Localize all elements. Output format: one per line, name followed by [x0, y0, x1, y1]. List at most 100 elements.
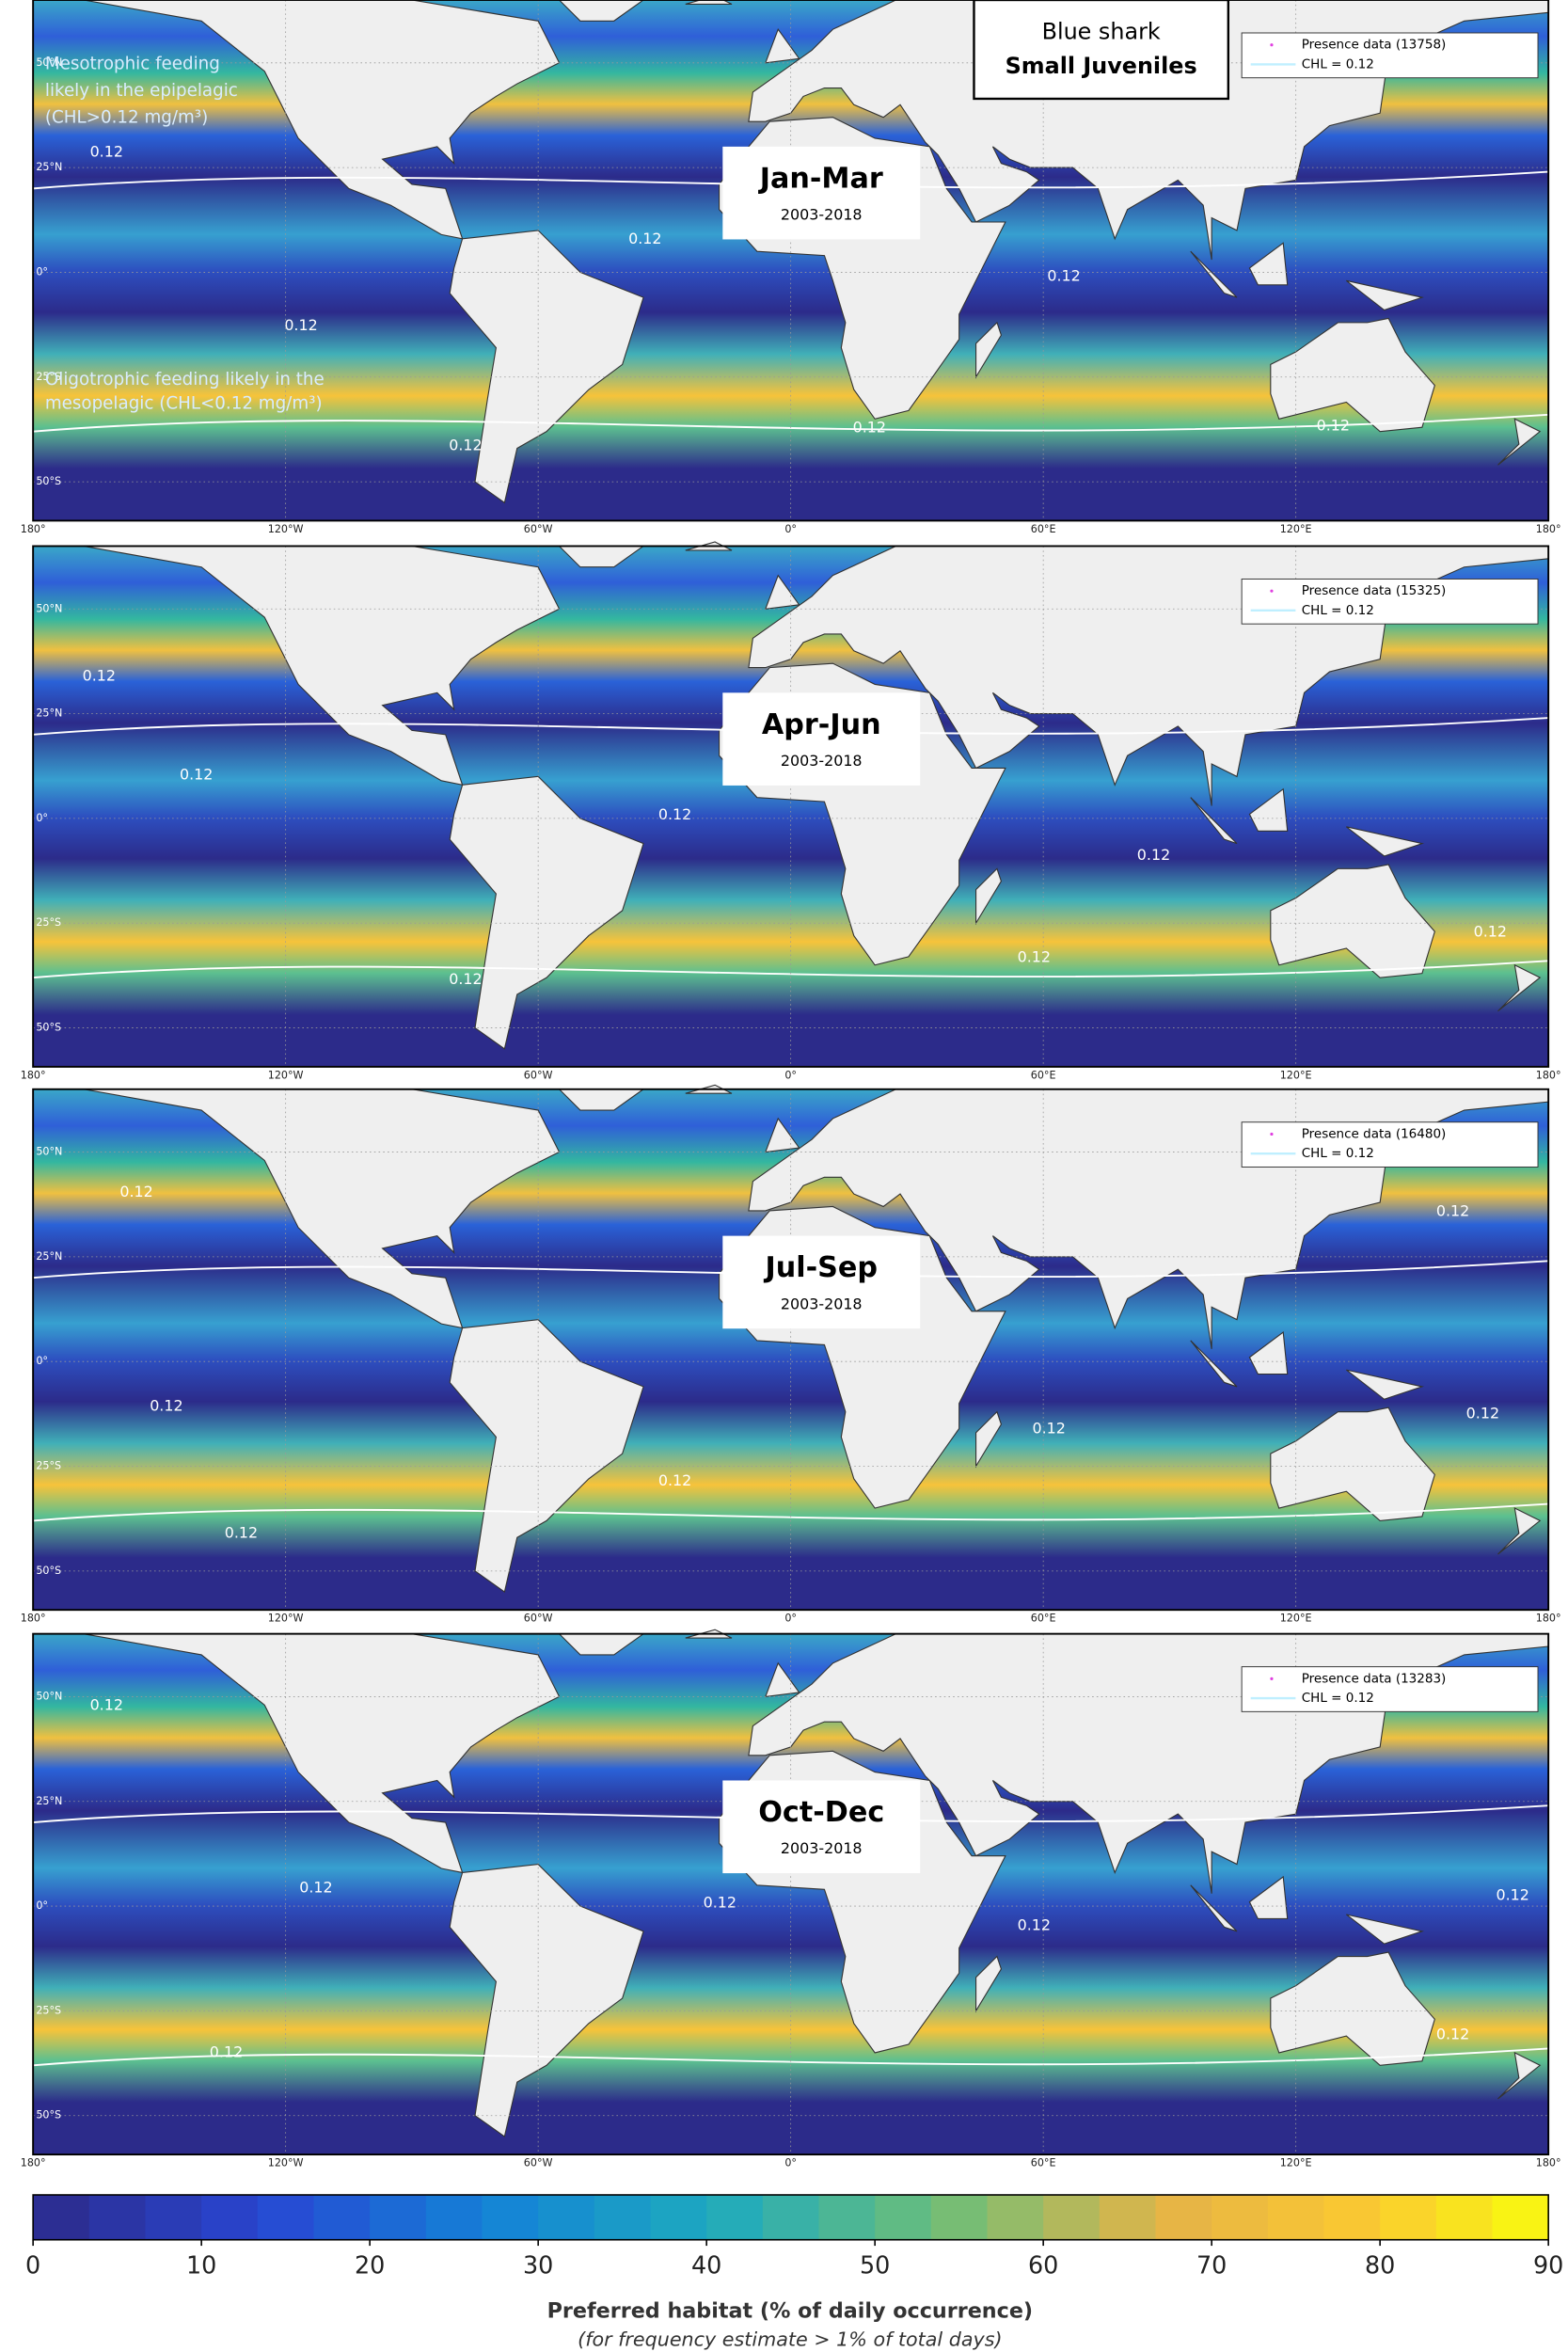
lat-tick-label: 25°N	[36, 161, 62, 173]
colorbar-segment	[1043, 2195, 1101, 2240]
lon-tick-label: 120°W	[268, 2157, 304, 2169]
map-frame	[32, 1088, 1550, 1612]
lon-tick-label: 60°W	[524, 523, 553, 535]
contour-label: 0.12	[449, 436, 482, 453]
contour-label: 0.12	[90, 1695, 123, 1713]
lat-tick-label: 25°S	[36, 1460, 61, 1472]
chl-contour	[33, 960, 1549, 979]
landmass	[449, 1319, 644, 1594]
colorbar-segment	[1155, 2195, 1212, 2240]
colorbar-segment	[482, 2195, 539, 2240]
legend-presence: Presence data (13758)	[1302, 38, 1447, 53]
season-label: Jan-Mar	[758, 162, 883, 195]
colorbar-segment	[1267, 2195, 1325, 2240]
contour-label: 0.12	[119, 1183, 152, 1200]
season-label: Oct-Dec	[758, 1796, 884, 1829]
landmass	[685, 0, 733, 6]
colorbar-segment	[538, 2195, 595, 2240]
landmass	[449, 1863, 644, 2137]
lat-tick-label: 25°S	[36, 371, 61, 383]
contour-label: 0.12	[1474, 922, 1507, 940]
season-label: Jul-Sep	[764, 1251, 879, 1284]
lon-tick-label: 60°W	[524, 2157, 553, 2169]
landmass	[1190, 1340, 1238, 1388]
chl-contour	[33, 1502, 1549, 1522]
colorbar-segment	[1212, 2195, 1269, 2240]
landmass	[1346, 279, 1425, 311]
legend-presence-marker	[1270, 1132, 1274, 1136]
contour-label: 0.12	[1137, 846, 1170, 864]
colorbar-tick-label: 80	[1365, 2250, 1395, 2279]
colorbar-segment	[145, 2195, 202, 2240]
landmass	[975, 1955, 1003, 2013]
colorbar-segment	[257, 2195, 315, 2240]
landmass	[1248, 1330, 1289, 1375]
season-box	[722, 1235, 921, 1329]
landmass	[1248, 1875, 1289, 1919]
colorbar-segment	[1435, 2195, 1494, 2240]
contour-label: 0.12	[90, 143, 123, 161]
lat-tick-label: 50°S	[36, 2109, 61, 2122]
title-species: Blue shark	[1042, 18, 1161, 44]
season-box	[722, 692, 921, 786]
lat-tick-label: 25°N	[36, 707, 62, 720]
contour-label: 0.12	[1317, 417, 1350, 435]
lon-tick-label: 0°	[784, 2157, 797, 2169]
contour-label: 0.12	[1466, 1404, 1499, 1422]
landmass	[1497, 1507, 1542, 1555]
annotation-mesotrophic: (CHL>0.12 mg/m³)	[45, 108, 208, 128]
season-box	[722, 1780, 921, 1874]
landmass	[1270, 864, 1435, 978]
lat-tick-label: 25°S	[36, 916, 61, 929]
lon-tick-label: 60°W	[524, 1613, 553, 1625]
landmass	[1190, 1884, 1238, 1932]
contour-label: 0.12	[1047, 267, 1080, 285]
colorbar-segment	[818, 2195, 876, 2240]
legend-box	[1241, 1121, 1539, 1168]
colorbar-segment	[1380, 2195, 1437, 2240]
colorbar-segment	[425, 2195, 483, 2240]
contour-label: 0.12	[1018, 947, 1051, 965]
season-years: 2003-2018	[781, 206, 863, 224]
colorbar-segment	[1323, 2195, 1381, 2240]
colorbar-segment	[1099, 2195, 1157, 2240]
contour-label: 0.12	[1436, 2025, 1469, 2042]
colorbar-segment	[33, 2195, 90, 2240]
colorbar-tick-label: 60	[1028, 2250, 1058, 2279]
landmass	[1190, 797, 1238, 845]
colorbar-tick-label: 40	[691, 2250, 721, 2279]
lat-tick-label: 50°S	[36, 1022, 61, 1034]
lat-tick-label: 0°	[36, 1355, 48, 1367]
colorbar-note: (for frequency estimate > 1% of total da…	[578, 2328, 1002, 2350]
landmass	[1248, 787, 1289, 832]
colorbar-segment	[930, 2195, 989, 2240]
lon-tick-label: 180°	[21, 523, 46, 535]
colorbar-segment	[370, 2195, 427, 2240]
lat-tick-label: 50°N	[36, 56, 62, 69]
season-years: 2003-2018	[781, 752, 863, 770]
chl-contour	[33, 717, 1549, 736]
legend-box	[1241, 578, 1539, 625]
contour-label: 0.12	[284, 316, 317, 334]
lat-tick-label: 0°	[36, 812, 48, 824]
contour-label: 0.12	[1032, 1419, 1065, 1437]
landmass	[449, 775, 644, 1050]
colorbar-segment	[313, 2195, 371, 2240]
season-years: 2003-2018	[781, 1295, 863, 1312]
colorbar-tick-label: 10	[186, 2250, 216, 2279]
lon-tick-label: 60°W	[524, 1069, 553, 1081]
contour-label: 0.12	[704, 1893, 736, 1911]
landmass	[1248, 242, 1289, 286]
lon-tick-label: 180°	[1536, 1069, 1561, 1081]
colorbar-segment	[706, 2195, 764, 2240]
season-years: 2003-2018	[781, 1839, 863, 1857]
season-label: Apr-Jun	[762, 708, 881, 741]
contour-label: 0.12	[449, 970, 482, 988]
lon-tick-label: 180°	[21, 1069, 46, 1081]
lon-tick-label: 60°E	[1031, 1069, 1056, 1081]
landmass	[83, 1633, 561, 1874]
lat-tick-label: 25°N	[36, 1795, 62, 1807]
colorbar-tick-label: 90	[1533, 2250, 1563, 2279]
lon-tick-label: 180°	[21, 1613, 46, 1625]
contour-label: 0.12	[299, 1878, 332, 1896]
